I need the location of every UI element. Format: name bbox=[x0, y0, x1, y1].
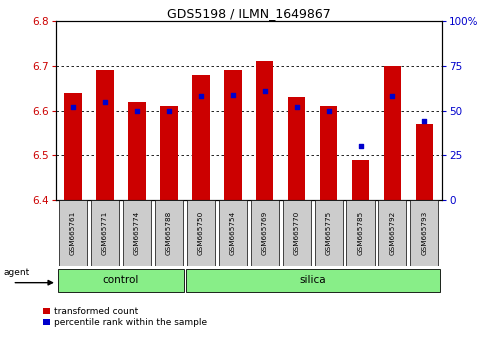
Text: GSM665750: GSM665750 bbox=[198, 211, 204, 255]
Point bbox=[293, 104, 300, 110]
Bar bbox=[128, 102, 146, 200]
Bar bbox=[224, 70, 242, 200]
Bar bbox=[320, 106, 337, 200]
Bar bbox=[283, 200, 311, 266]
Point bbox=[421, 119, 428, 124]
Bar bbox=[123, 200, 151, 266]
Text: GSM665774: GSM665774 bbox=[134, 211, 140, 255]
Bar bbox=[192, 75, 210, 200]
Text: GSM665775: GSM665775 bbox=[326, 211, 332, 255]
Text: control: control bbox=[103, 275, 139, 285]
Bar bbox=[96, 70, 114, 200]
Point bbox=[261, 88, 269, 94]
Point bbox=[101, 99, 109, 104]
Legend: transformed count, percentile rank within the sample: transformed count, percentile rank withi… bbox=[43, 307, 207, 327]
Bar bbox=[187, 200, 215, 266]
Bar bbox=[251, 200, 279, 266]
Bar bbox=[384, 66, 401, 200]
Text: GSM665761: GSM665761 bbox=[70, 211, 76, 255]
Point bbox=[325, 108, 332, 113]
Bar bbox=[346, 200, 374, 266]
Point bbox=[229, 92, 237, 97]
Bar bbox=[59, 200, 87, 266]
Bar bbox=[411, 200, 439, 266]
Text: silica: silica bbox=[299, 275, 326, 285]
Point bbox=[165, 108, 173, 113]
Bar bbox=[58, 269, 184, 292]
Bar bbox=[155, 200, 183, 266]
Bar bbox=[64, 93, 82, 200]
Title: GDS5198 / ILMN_1649867: GDS5198 / ILMN_1649867 bbox=[167, 7, 331, 20]
Bar bbox=[288, 97, 305, 200]
Text: GSM665792: GSM665792 bbox=[389, 211, 396, 255]
Text: GSM665770: GSM665770 bbox=[294, 211, 299, 255]
Text: GSM665771: GSM665771 bbox=[102, 211, 108, 255]
Point bbox=[389, 93, 397, 99]
Text: GSM665754: GSM665754 bbox=[230, 211, 236, 255]
Text: agent: agent bbox=[3, 268, 30, 277]
Text: GSM665785: GSM665785 bbox=[357, 211, 364, 255]
Point bbox=[69, 104, 77, 110]
Text: GSM665793: GSM665793 bbox=[421, 211, 427, 255]
Bar bbox=[256, 62, 273, 200]
Point bbox=[133, 108, 141, 113]
Bar bbox=[352, 160, 369, 200]
Bar bbox=[91, 200, 119, 266]
Bar bbox=[378, 200, 407, 266]
Bar bbox=[185, 269, 440, 292]
Bar bbox=[314, 200, 342, 266]
Bar bbox=[415, 124, 433, 200]
Text: GSM665769: GSM665769 bbox=[262, 211, 268, 255]
Text: GSM665788: GSM665788 bbox=[166, 211, 172, 255]
Point bbox=[356, 144, 364, 149]
Bar bbox=[160, 106, 178, 200]
Point bbox=[197, 93, 205, 99]
Bar bbox=[219, 200, 247, 266]
